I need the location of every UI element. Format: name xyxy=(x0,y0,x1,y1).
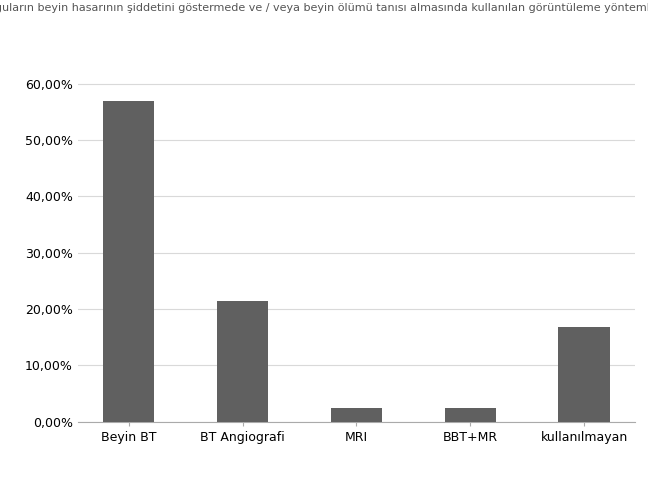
Bar xyxy=(330,408,382,422)
Bar xyxy=(559,327,610,422)
Text: Grafik 2:  Olguların beyin hasarının şiddetini göstermede ve / veya beyin ölümü : Grafik 2: Olguların beyin hasarının şidd… xyxy=(0,2,648,13)
Bar xyxy=(445,408,496,422)
Bar xyxy=(217,301,268,422)
Bar xyxy=(103,101,154,422)
